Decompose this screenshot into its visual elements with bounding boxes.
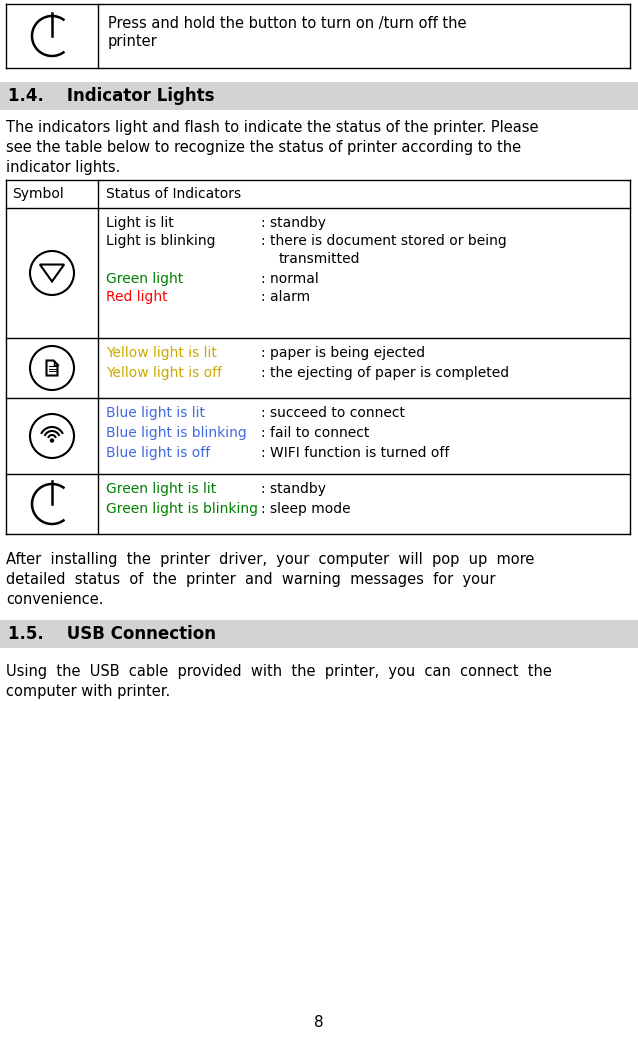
- Text: 1.4.    Indicator Lights: 1.4. Indicator Lights: [8, 87, 214, 104]
- Text: detailed  status  of  the  printer  and  warning  messages  for  your: detailed status of the printer and warni…: [6, 572, 496, 587]
- Text: Status of Indicators: Status of Indicators: [106, 187, 241, 201]
- Text: : paper is being ejected: : paper is being ejected: [261, 346, 425, 359]
- Text: The indicators light and flash to indicate the status of the printer. Please: The indicators light and flash to indica…: [6, 120, 538, 135]
- Text: indicator lights.: indicator lights.: [6, 160, 121, 175]
- Text: Light is lit: Light is lit: [106, 216, 174, 230]
- Text: Blue light is blinking: Blue light is blinking: [106, 426, 247, 440]
- Text: computer with printer.: computer with printer.: [6, 684, 170, 699]
- Text: : sleep mode: : sleep mode: [261, 502, 351, 516]
- Text: Red light: Red light: [106, 291, 168, 304]
- Text: : there is document stored or being: : there is document stored or being: [261, 234, 507, 248]
- Text: : succeed to connect: : succeed to connect: [261, 407, 405, 420]
- FancyBboxPatch shape: [0, 82, 638, 110]
- Text: : WIFI function is turned off: : WIFI function is turned off: [261, 446, 449, 460]
- Text: After  installing  the  printer  driver,  your  computer  will  pop  up  more: After installing the printer driver, you…: [6, 552, 535, 567]
- FancyBboxPatch shape: [0, 620, 638, 648]
- Text: 1.5.    USB Connection: 1.5. USB Connection: [8, 625, 216, 643]
- Text: see the table below to recognize the status of printer according to the: see the table below to recognize the sta…: [6, 140, 521, 155]
- Text: Yellow light is lit: Yellow light is lit: [106, 346, 217, 359]
- Text: Green light is lit: Green light is lit: [106, 482, 216, 496]
- Text: : alarm: : alarm: [261, 291, 310, 304]
- Text: : standby: : standby: [261, 482, 326, 496]
- Text: printer: printer: [108, 34, 158, 49]
- Text: : the ejecting of paper is completed: : the ejecting of paper is completed: [261, 366, 509, 380]
- Text: Using  the  USB  cable  provided  with  the  printer,  you  can  connect  the: Using the USB cable provided with the pr…: [6, 664, 552, 679]
- Text: convenience.: convenience.: [6, 593, 103, 607]
- Circle shape: [50, 439, 54, 442]
- Text: Blue light is lit: Blue light is lit: [106, 407, 205, 420]
- Text: 8: 8: [314, 1015, 324, 1030]
- Text: transmitted: transmitted: [279, 252, 360, 266]
- Text: : fail to connect: : fail to connect: [261, 426, 369, 440]
- Text: Symbol: Symbol: [12, 187, 64, 201]
- Text: : standby: : standby: [261, 216, 326, 230]
- Text: Green light: Green light: [106, 272, 183, 286]
- Text: Yellow light is off: Yellow light is off: [106, 366, 222, 380]
- Text: : normal: : normal: [261, 272, 319, 286]
- Text: Green light is blinking: Green light is blinking: [106, 502, 258, 516]
- Text: Blue light is off: Blue light is off: [106, 446, 211, 460]
- Text: Light is blinking: Light is blinking: [106, 234, 216, 248]
- Text: Press and hold the button to turn on /turn off the: Press and hold the button to turn on /tu…: [108, 16, 466, 31]
